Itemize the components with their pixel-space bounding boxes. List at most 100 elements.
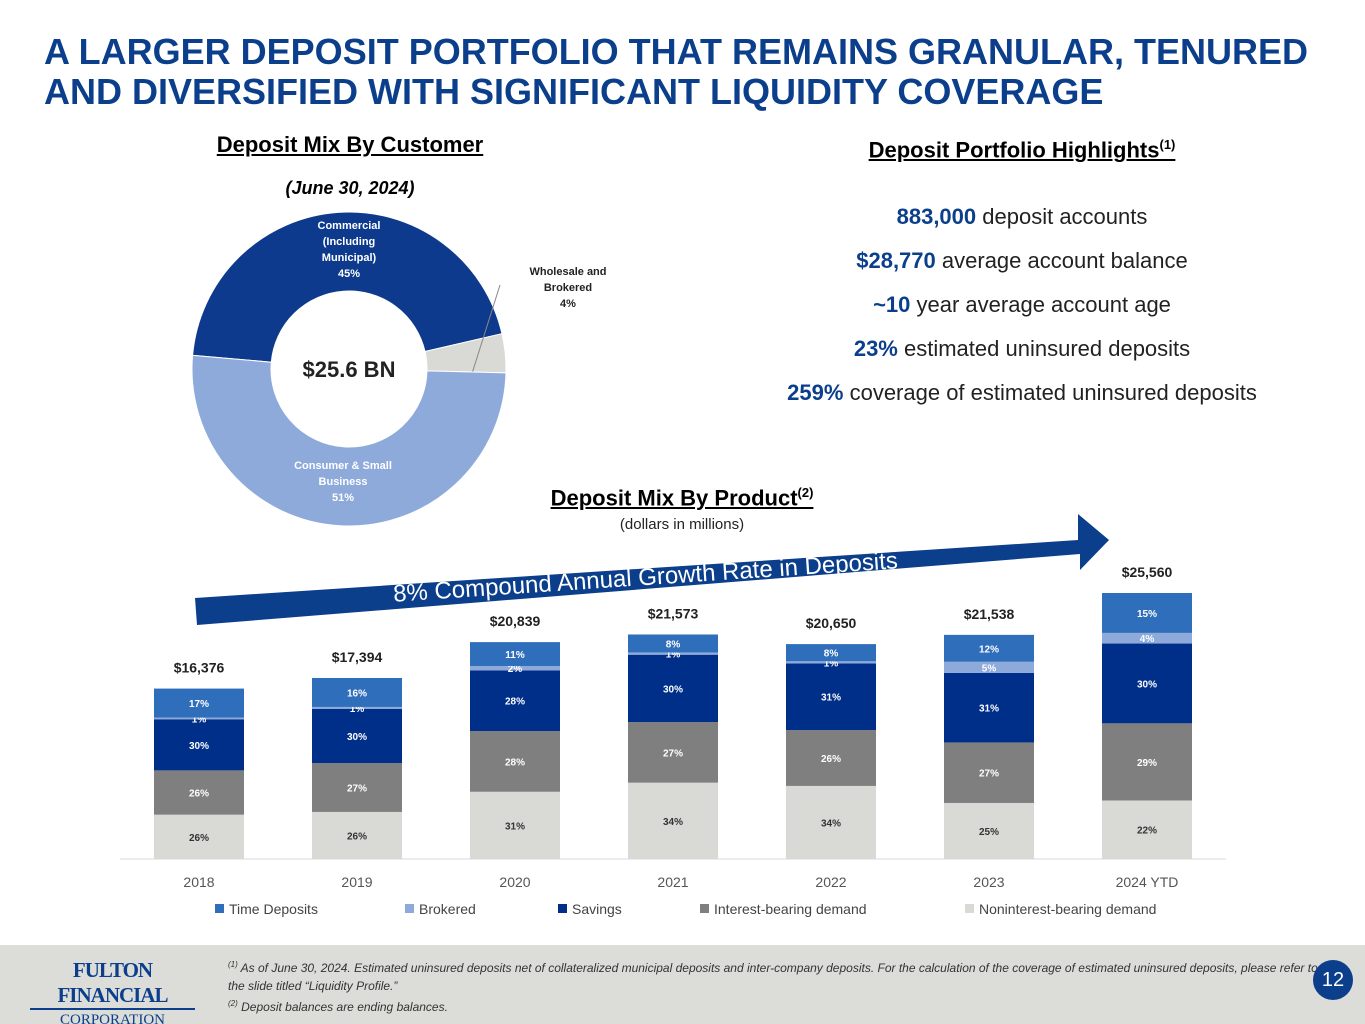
pie-slice	[192, 211, 503, 363]
bar-segment	[470, 791, 560, 859]
leader-line	[471, 284, 501, 374]
page-number: 12	[1313, 960, 1353, 1000]
bar-segment	[1102, 723, 1192, 801]
bar-segment	[312, 763, 402, 812]
bar-segment	[944, 634, 1034, 662]
x-tick-label: 2022	[815, 874, 846, 890]
pie-title: Deposit Mix By Customer	[216, 132, 484, 157]
x-tick-label: 2019	[341, 874, 372, 890]
bar-title-sup: (2)	[797, 485, 814, 500]
segment-label: 30%	[663, 684, 683, 695]
bar-segment	[154, 719, 244, 771]
bar-segment	[944, 802, 1034, 859]
legend-label: Time Deposits	[229, 901, 318, 917]
bar-segment	[312, 811, 402, 859]
bar-segment	[154, 814, 244, 859]
bar-segment	[786, 663, 876, 731]
total-label: $20,650	[806, 615, 857, 631]
bar-segment	[628, 652, 718, 655]
highlight-text: average account balance	[941, 248, 1188, 273]
bar-segment	[470, 642, 560, 666]
bar-segment	[786, 644, 876, 662]
bar-segment	[944, 661, 1034, 673]
total-label: $20,839	[490, 613, 541, 629]
pie-center-label: $25.6 BN	[303, 357, 396, 382]
segment-label: 28%	[505, 757, 525, 768]
highlight: $28,770 average account balance	[700, 248, 1344, 274]
bar-subtitle: (dollars in millions)	[619, 516, 745, 533]
segment-label: 27%	[347, 783, 367, 794]
bar-segment	[312, 677, 402, 707]
pie-label: Consumer & Small Business 51%	[278, 458, 408, 506]
pie-label: Wholesale and Brokered 4%	[513, 264, 623, 312]
legend-label: Noninterest-bearing demand	[979, 901, 1156, 917]
segment-label: 12%	[979, 644, 999, 655]
bar-segment	[628, 654, 718, 723]
segment-label: 31%	[505, 821, 525, 832]
segment-label: 30%	[1137, 679, 1157, 690]
footnote-sup: (2)	[228, 999, 238, 1008]
legend-swatch	[700, 904, 709, 913]
highlights-title-sup: (1)	[1159, 137, 1176, 152]
segment-label: 5%	[982, 663, 997, 674]
highlight-text: year average account age	[916, 292, 1171, 317]
growth-arrow	[195, 514, 1109, 625]
bar-segment	[786, 785, 876, 859]
highlight-text: deposit accounts	[982, 204, 1148, 229]
segment-label: 27%	[979, 769, 999, 780]
segment-label: 4%	[1140, 634, 1155, 645]
segment-label: 15%	[1137, 609, 1157, 620]
pie-value-label: 51%	[331, 492, 355, 504]
footnote-sup: (1)	[228, 960, 238, 969]
footnote-text: As of June 30, 2024. Estimated uninsured…	[228, 961, 1318, 993]
segment-label: 17%	[189, 699, 209, 710]
bar-segment	[628, 782, 718, 859]
pie-category: Commercial (Including Municipal)	[317, 220, 381, 264]
total-label: $21,538	[964, 606, 1015, 622]
highlight: ~10 year average account age	[700, 292, 1344, 318]
segment-label: 16%	[347, 688, 367, 699]
segment-label: 29%	[1137, 758, 1157, 769]
bar-segment	[786, 661, 876, 664]
pie-value-label: 4%	[560, 298, 576, 310]
total-label: $17,394	[332, 649, 383, 665]
segment-label: 22%	[1137, 826, 1157, 837]
logo-sub: CORPORATION	[59, 1012, 165, 1024]
legend-label: Brokered	[419, 901, 476, 917]
total-label: $25,560	[1122, 564, 1173, 580]
segment-label: 30%	[347, 732, 367, 743]
segment-label: 8%	[824, 649, 839, 660]
highlight: 259% coverage of estimated uninsured dep…	[700, 380, 1344, 406]
segment-label: 28%	[505, 697, 525, 708]
logo: FULTON FINANCIAL CORPORATION	[30, 958, 195, 1024]
bar-segment	[1102, 593, 1192, 633]
highlight: 23% estimated uninsured deposits	[700, 336, 1344, 362]
chart-canvas: 8% Compound Annual Growth Rate in Deposi…	[120, 211, 1226, 917]
pie-label: Commercial (Including Municipal) 45%	[299, 218, 399, 282]
bar-segment	[944, 742, 1034, 803]
highlight-value: 883,000	[896, 204, 977, 229]
x-tick-label: 2021	[657, 874, 688, 890]
x-tick-label: 2020	[499, 874, 530, 890]
legend-swatch	[405, 904, 414, 913]
pie-category: Wholesale and Brokered	[529, 266, 607, 294]
segment-label: 11%	[505, 650, 525, 661]
bar-segment	[154, 688, 244, 718]
bar-segment	[470, 665, 560, 671]
x-tick-label: 2023	[973, 874, 1004, 890]
bar-segment	[786, 730, 876, 786]
legend-label: Savings	[572, 901, 622, 917]
footer	[0, 945, 1365, 1024]
highlight-value: 259%	[787, 380, 844, 405]
segment-label: 8%	[666, 639, 681, 650]
highlight: 883,000 deposit accounts	[700, 204, 1344, 230]
footnote: (2) Deposit balances are ending balances…	[228, 995, 1318, 1016]
bar-segment	[154, 717, 244, 720]
bar-segment	[628, 722, 718, 783]
highlights-title-text: Deposit Portfolio Highlights	[868, 137, 1160, 163]
highlight-text: coverage of estimated uninsured deposits	[849, 380, 1257, 405]
pie-value-label: 45%	[337, 268, 361, 280]
segment-label: 2%	[508, 664, 523, 675]
slide-title: A LARGER DEPOSIT PORTFOLIO THAT REMAINS …	[44, 31, 1308, 112]
